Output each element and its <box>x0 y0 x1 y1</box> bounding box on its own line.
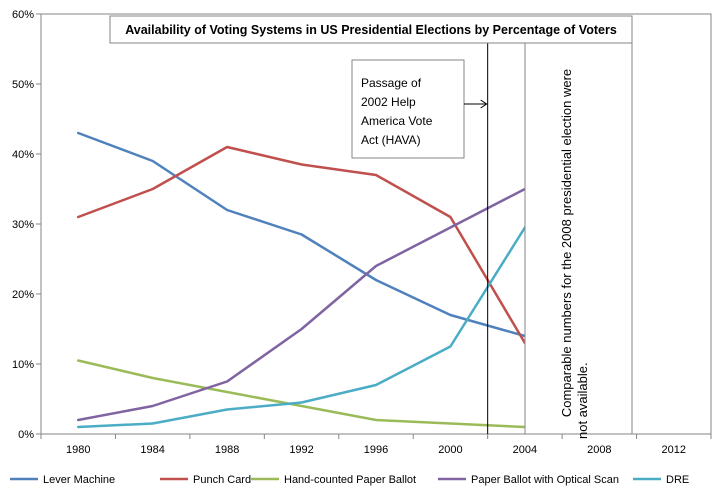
legend-label: Hand-counted Paper Ballot <box>284 474 416 486</box>
hava-text-line: 2002 Help <box>361 95 416 109</box>
x-tick-label: 1980 <box>66 444 90 456</box>
x-tick-label: 1984 <box>140 444 164 456</box>
x-tick-label: 1992 <box>289 444 313 456</box>
x-tick-label: 2008 <box>587 444 611 456</box>
y-tick-label: 0% <box>18 429 34 441</box>
legend-item-4: DRE <box>633 474 689 486</box>
unavailable-text-line: Comparable numbers for the 2008 presiden… <box>559 69 574 417</box>
title-box <box>109 15 633 44</box>
x-tick-label: 2000 <box>438 444 462 456</box>
unavailable-text: Comparable numbers for the 2008 presiden… <box>559 69 590 439</box>
legend-label: Lever Machine <box>43 474 115 486</box>
y-tick-label: 40% <box>12 149 34 161</box>
y-tick-label: 60% <box>12 9 34 21</box>
legend-label: Punch Card <box>193 474 251 486</box>
hava-arrow-head <box>480 99 488 109</box>
x-tick-label: 1988 <box>215 444 239 456</box>
hava-box <box>351 59 465 159</box>
legend-item-1: Punch Card <box>160 474 251 486</box>
legend-item-3: Paper Ballot with Optical Scan <box>438 474 619 486</box>
hava-text-line: Passage of <box>361 76 422 90</box>
x-tick-label: 2012 <box>662 444 686 456</box>
x-tick-label: 2004 <box>513 444 537 456</box>
y-tick-label: 20% <box>12 289 34 301</box>
legend-item-0: Lever Machine <box>10 474 115 486</box>
legend-label: DRE <box>666 474 689 486</box>
y-tick-label: 10% <box>12 359 34 371</box>
hava-text-line: Act (HAVA) <box>361 133 421 147</box>
x-tick-label: 1996 <box>364 444 388 456</box>
unavailable-box <box>524 37 633 435</box>
legend-item-2: Hand-counted Paper Ballot <box>251 474 416 486</box>
y-tick-label: 30% <box>12 219 34 231</box>
legend-label: Paper Ballot with Optical Scan <box>471 474 619 486</box>
hava-text-line: America Vote <box>361 114 433 128</box>
unavailable-text-line: not available. <box>575 362 590 439</box>
y-tick-label: 50% <box>12 79 34 91</box>
chart-title: Availability of Voting Systems in US Pre… <box>125 23 617 37</box>
